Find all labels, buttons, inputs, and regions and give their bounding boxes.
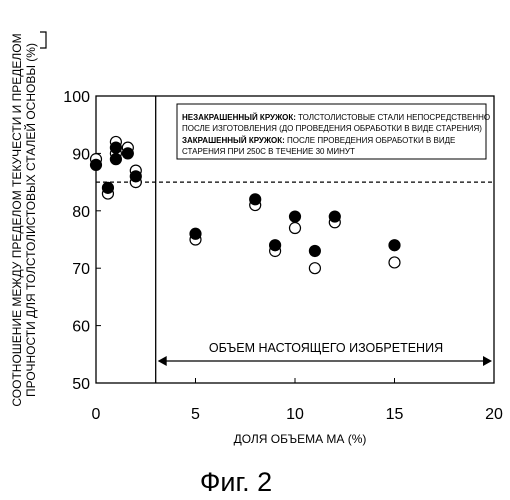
y-tick-label: 80 xyxy=(72,204,90,221)
y-tick-label: 60 xyxy=(72,319,90,336)
legend-open-text1: ТОЛСТОЛИСТОВЫЕ СТАЛИ НЕПОСРЕДСТВЕННО xyxy=(296,113,490,122)
open-point xyxy=(389,257,400,268)
y-axis-label-line2: ПРОЧНОСТИ ДЛЯ ТОЛСТОЛИСТОВЫХ СТАЛЕЙ ОСНО… xyxy=(23,43,38,397)
y-tick-label: 70 xyxy=(72,261,90,278)
invention-label: ОБЪЕМ НАСТОЯЩЕГО ИЗОБРЕТЕНИЯ xyxy=(209,341,443,355)
x-axis-label: ДОЛЯ ОБЪЕМА МА (%) xyxy=(234,432,367,446)
filled-point xyxy=(309,245,320,256)
filled-point xyxy=(110,154,121,165)
x-tick-label: 0 xyxy=(92,406,101,423)
filled-point xyxy=(329,211,340,222)
filled-point xyxy=(91,159,102,170)
filled-point xyxy=(122,148,133,159)
legend-open-line2: ПОСЛЕ ИЗГОТОВЛЕНИЯ (ДО ПРОВЕДЕНИЯ ОБРАБО… xyxy=(182,124,482,133)
x-tick-label: 10 xyxy=(286,406,304,423)
x-tick-label: 15 xyxy=(386,406,404,423)
legend-open-key: НЕЗАКРАШЕННЫЙ КРУЖОК: xyxy=(182,113,296,122)
legend-filled-line1: ЗАКРАШЕННЫЙ КРУЖОК: ПОСЛЕ ПРОВЕДЕНИЯ ОБР… xyxy=(182,136,455,145)
x-tick-label: 5 xyxy=(191,406,200,423)
filled-point xyxy=(270,240,281,251)
filled-point xyxy=(130,171,141,182)
open-point xyxy=(309,263,320,274)
filled-point xyxy=(250,194,261,205)
y-tick-label: 50 xyxy=(72,376,90,393)
filled-point xyxy=(110,142,121,153)
filled-point xyxy=(290,211,301,222)
legend: НЕЗАКРАШЕННЫЙ КРУЖОК: ТОЛСТОЛИСТОВЫЕ СТА… xyxy=(177,104,490,159)
x-tick-label: 20 xyxy=(485,406,503,423)
figure-caption: Фиг. 2 xyxy=(200,467,272,497)
legend-filled-line2: СТАРЕНИЯ ПРИ 250С В ТЕЧЕНИЕ 30 МИНУТ xyxy=(182,147,355,156)
filled-point xyxy=(102,182,113,193)
y-label-bracket xyxy=(40,32,46,48)
y-tick-label: 100 xyxy=(63,89,90,106)
legend-filled-text1: ПОСЛЕ ПРОВЕДЕНИЯ ОБРАБОТКИ В ВИДЕ xyxy=(285,136,456,145)
y-axis-label-line1: СООТНОШЕНИЕ МЕЖДУ ПРЕДЕЛОМ ТЕКУЧЕСТИ И П… xyxy=(10,33,24,406)
filled-point xyxy=(389,240,400,251)
open-point xyxy=(290,223,301,234)
filled-point xyxy=(190,228,201,239)
legend-open-line1: НЕЗАКРАШЕННЫЙ КРУЖОК: ТОЛСТОЛИСТОВЫЕ СТА… xyxy=(182,113,490,122)
legend-filled-key: ЗАКРАШЕННЫЙ КРУЖОК: xyxy=(182,136,285,145)
y-tick-label: 90 xyxy=(72,146,90,163)
